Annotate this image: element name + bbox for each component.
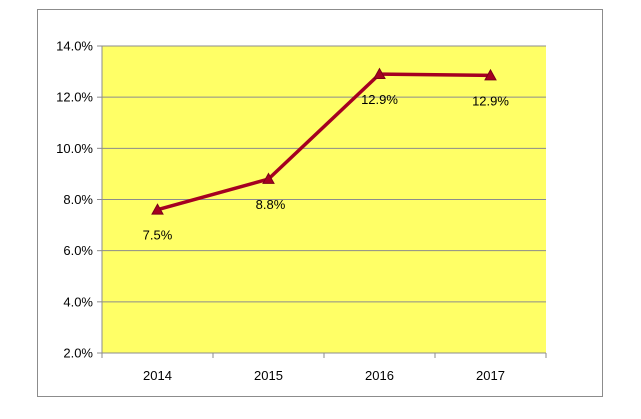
data-label: 12.9% <box>472 93 509 108</box>
data-label: 12.9% <box>361 92 398 107</box>
y-tick-label: 2.0% <box>63 346 93 361</box>
data-label: 8.8% <box>256 197 286 212</box>
series-line <box>157 72 491 212</box>
x-tick-label: 2017 <box>476 368 505 383</box>
y-tick-label: 10.0% <box>56 141 93 156</box>
y-tick-label: 8.0% <box>63 192 93 207</box>
x-tick-label: 2015 <box>254 368 283 383</box>
y-tick-label: 6.0% <box>63 243 93 258</box>
y-tick-label: 4.0% <box>63 294 93 309</box>
data-point-marker <box>151 203 164 215</box>
y-tick-label: 14.0% <box>56 39 93 54</box>
plot-area: 2.0% 4.0% 6.0% 8.0% 10.0% 12.0% 14.0% 2014 2015 2… <box>56 39 547 383</box>
data-point-marker <box>373 67 386 80</box>
data-point-marker <box>262 172 275 184</box>
x-tick-label: 2014 <box>143 368 172 383</box>
data-point-marker <box>484 68 497 81</box>
y-tick-label: 12.0% <box>56 90 93 105</box>
x-tick-label: 2016 <box>365 368 394 383</box>
data-label: 7.5% <box>143 228 173 243</box>
